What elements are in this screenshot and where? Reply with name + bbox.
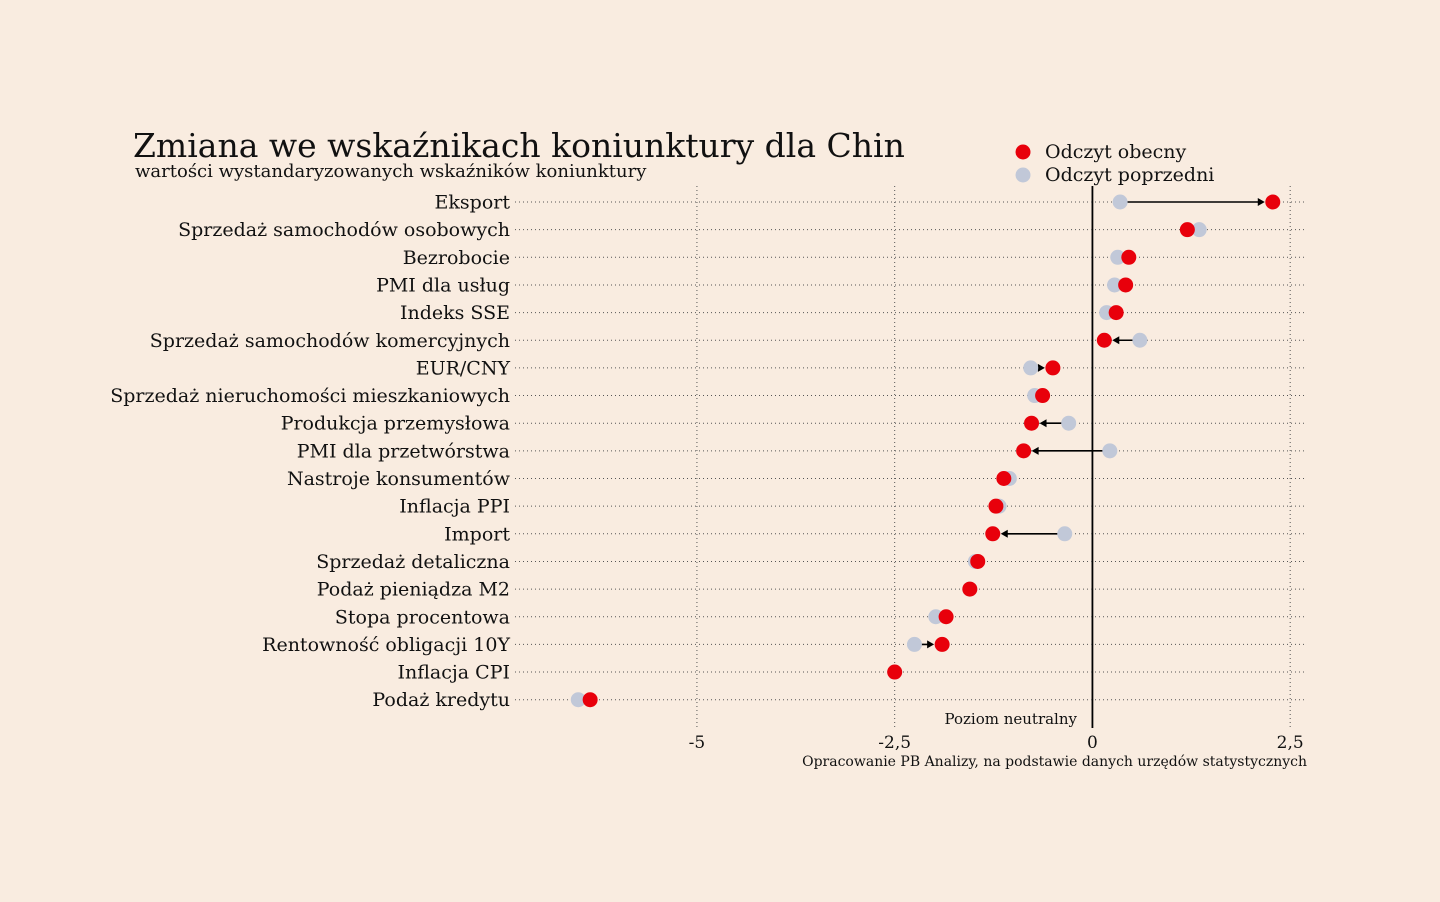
x-tick-label: -2,5 (878, 733, 911, 753)
previous-value-dot (570, 692, 586, 708)
category-label: Nastroje konsumentów (287, 468, 511, 490)
change-arrow-head (927, 640, 935, 649)
current-value-dot (582, 692, 598, 708)
x-tick-label: 0 (1087, 733, 1098, 753)
current-value-dot (938, 609, 954, 625)
category-label: Inflacja CPI (398, 662, 510, 684)
category-label: Eksport (435, 192, 511, 214)
current-value-dot (1118, 277, 1134, 293)
category-label: Rentowność obligacji 10Y (262, 634, 510, 656)
chart-subtitle: wartości wystandaryzowanych wskaźników k… (135, 161, 647, 182)
previous-value-dot (1107, 277, 1123, 293)
current-value-dot (970, 553, 986, 569)
category-label: Import (444, 523, 510, 545)
category-label: PMI dla usług (376, 274, 510, 296)
category-label: Podaż pieniądza M2 (317, 579, 510, 601)
category-label: Sprzedaż samochodów osobowych (178, 219, 510, 241)
x-tick-label: -5 (689, 733, 706, 753)
previous-value-dot (1102, 443, 1118, 459)
current-value-dot (962, 581, 978, 597)
current-value-dot (1045, 360, 1061, 376)
current-value-dot (1179, 222, 1195, 238)
change-arrow-head (1039, 419, 1047, 428)
grid-layer (515, 186, 1306, 728)
change-arrow-head (1031, 446, 1039, 455)
category-label: Bezrobocie (403, 247, 510, 269)
current-value-dot (985, 526, 1001, 542)
current-value-dot (1121, 249, 1137, 265)
change-arrow-head (1000, 529, 1008, 538)
previous-value-dot (1061, 415, 1077, 431)
chart-title: Zmiana we wskaźnikach koniunktury dla Ch… (133, 126, 905, 165)
legend: Odczyt obecny Odczyt poprzedni (1015, 141, 1214, 186)
category-label: Indeks SSE (400, 302, 510, 324)
category-label: PMI dla przetwórstwa (297, 440, 510, 462)
x-tick-label: 2,5 (1277, 733, 1304, 753)
previous-value-dot (1191, 222, 1207, 238)
legend-marker-previous (1015, 167, 1031, 183)
previous-value-dot (1110, 249, 1126, 265)
previous-value-dot (906, 636, 922, 652)
current-value-dot (1096, 332, 1112, 348)
category-label: Stopa procentowa (335, 606, 510, 628)
current-value-dot (1035, 388, 1051, 404)
category-label: Sprzedaż samochodów komercyjnych (150, 330, 510, 352)
category-label: Inflacja PPI (399, 496, 510, 518)
previous-value-dot (1132, 332, 1148, 348)
previous-value-dot (1023, 360, 1039, 376)
current-value-dot (887, 664, 903, 680)
current-value-dot (934, 636, 950, 652)
current-value-dot (1108, 305, 1124, 321)
legend-label-current: Odczyt obecny (1045, 141, 1187, 163)
previous-value-dot (928, 609, 944, 625)
previous-value-dot (1057, 526, 1073, 542)
previous-value-dot (1112, 194, 1128, 210)
neutral-level-label: Poziom neutralny (944, 710, 1077, 728)
change-arrow-head (1112, 336, 1120, 345)
category-label: Sprzedaż nieruchomości mieszkaniowych (110, 385, 510, 407)
source-note: Opracowanie PB Analizy, na podstawie dan… (802, 754, 1307, 770)
dot-layer (570, 194, 1281, 708)
change-arrow-head (1037, 363, 1045, 372)
current-value-dot (1024, 415, 1040, 431)
category-label: Produkcja przemysłowa (281, 413, 510, 435)
current-value-dot (1265, 194, 1281, 210)
legend-marker-current (1015, 144, 1031, 160)
current-value-dot (996, 471, 1012, 486)
legend-label-previous: Odczyt poprzedni (1045, 164, 1214, 186)
change-arrow-head (1257, 198, 1265, 206)
category-label: Podaż kredytu (372, 689, 510, 711)
current-value-dot (1016, 443, 1032, 459)
label-layer: -5 -2,5 0 2,5 Eksport Sprzedaż samochodów oso… (110, 192, 1303, 754)
category-label: EUR/CNY (416, 357, 511, 379)
category-label: Sprzedaż detaliczna (316, 551, 510, 573)
current-value-dot (988, 498, 1004, 514)
